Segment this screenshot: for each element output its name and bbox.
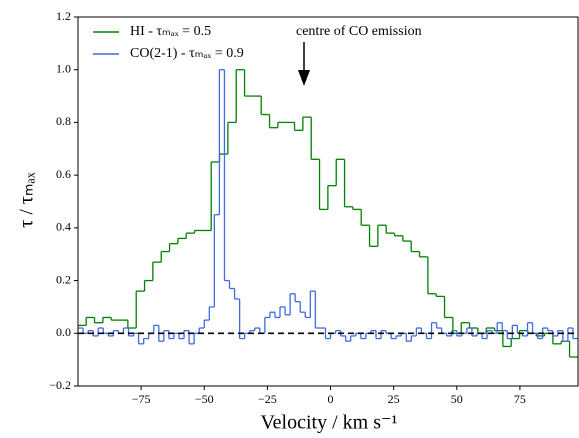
x-tick-label: 50 <box>451 392 463 406</box>
x-tick-label: 25 <box>388 392 400 406</box>
y-tick-label: 0.8 <box>56 114 71 128</box>
y-tick-label: 1.2 <box>56 9 71 23</box>
x-tick-label: 0 <box>328 392 334 406</box>
y-tick-label: 0.6 <box>56 167 71 181</box>
legend-label: CO(2-1) - τₘₐₓ = 0.9 <box>130 46 244 61</box>
y-tick-label: 0.2 <box>56 272 71 286</box>
plot-marks <box>78 69 578 358</box>
y-axis-label: τ / τₘₐₓ <box>16 172 38 228</box>
y-tick-label: 0.4 <box>56 220 71 234</box>
x-axis-label: Velocity / km s⁻¹ <box>260 412 397 434</box>
x-tick-label: −75 <box>132 392 151 406</box>
x-tick-label: −50 <box>195 392 214 406</box>
x-tick-label: −25 <box>258 392 277 406</box>
y-tick-label: −0.2 <box>49 378 71 392</box>
legend-label: HI - τₘₐₓ = 0.5 <box>130 24 211 39</box>
annotation-arrowhead <box>298 70 310 86</box>
annotation: centre of CO emission <box>296 24 422 39</box>
y-tick-label: 0.0 <box>56 325 71 339</box>
x-tick-label: 75 <box>514 392 526 406</box>
plot-frame <box>77 16 579 387</box>
y-tick-label: 1.0 <box>56 61 71 75</box>
